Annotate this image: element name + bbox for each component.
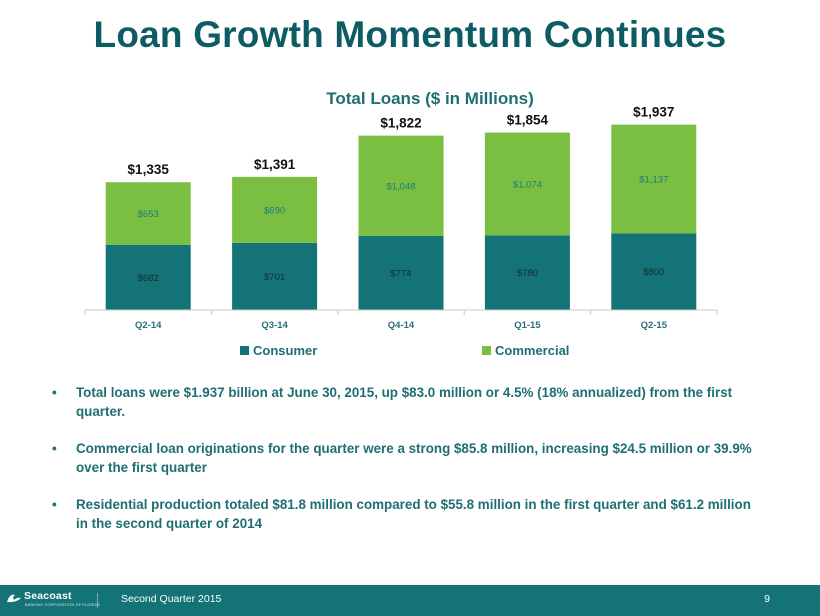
bar-consumer — [105, 244, 191, 310]
data-label-commercial: $653 — [138, 209, 159, 220]
stacked-bar-chart: Total Loans ($ in Millions) $682 $653 $1,33… — [84, 89, 718, 358]
bar-commercial — [105, 182, 191, 245]
legend-label-commercial: Commercial — [495, 343, 569, 358]
legend-label-consumer: Consumer — [253, 343, 317, 358]
legend-swatch-commercial — [482, 346, 491, 355]
bar-commercial — [232, 176, 318, 243]
data-label-consumer: $800 — [643, 267, 664, 278]
data-label-commercial: $690 — [264, 205, 285, 216]
footer-text: Second Quarter 2015 — [121, 593, 222, 605]
logo-name: Seacoast — [24, 590, 72, 602]
x-tick-label: Q2-15 — [641, 320, 668, 331]
bar-commercial — [358, 135, 444, 236]
x-tick-label: Q4-14 — [388, 320, 415, 331]
total-label: $1,335 — [128, 162, 170, 177]
data-label-commercial: $1,137 — [639, 175, 668, 186]
total-label: $1,391 — [254, 157, 296, 172]
data-label-commercial: $1,048 — [386, 181, 415, 192]
chart-title: Total Loans ($ in Millions) — [326, 89, 533, 108]
bar-consumer — [358, 235, 444, 310]
bar-consumer — [611, 233, 697, 310]
logo-subtitle: BANKING CORPORATION OF FLORIDA — [25, 603, 101, 607]
seacoast-logo: Seacoast BANKING CORPORATION OF FLORIDA — [6, 589, 100, 613]
bullet-item: Total loans were $1.937 billion at June … — [52, 383, 752, 421]
bar-commercial — [611, 124, 697, 234]
legend-swatch-consumer — [240, 346, 249, 355]
data-label-consumer: $780 — [517, 268, 538, 279]
bullet-list: Total loans were $1.937 billion at June … — [52, 383, 752, 551]
total-label: $1,822 — [380, 116, 421, 131]
data-label-consumer: $701 — [264, 272, 285, 283]
x-tick-label: Q3-14 — [261, 320, 288, 331]
bullet-item: Commercial loan originations for the qua… — [52, 439, 752, 477]
slide-title: Loan Growth Momentum Continues — [93, 14, 727, 55]
total-label: $1,854 — [507, 113, 549, 128]
x-tick-label: Q2-14 — [135, 320, 162, 331]
data-label-consumer: $774 — [390, 268, 411, 279]
bar-commercial — [484, 132, 570, 236]
data-label-consumer: $682 — [138, 273, 159, 284]
footer-bar: Seacoast BANKING CORPORATION OF FLORIDA … — [0, 585, 820, 616]
data-label-commercial: $1,074 — [513, 179, 542, 190]
wave-logo-icon — [7, 594, 21, 603]
footer-divider — [97, 593, 98, 608]
bar-consumer — [232, 242, 318, 310]
bullet-item: Residential production totaled $81.8 mil… — [52, 495, 752, 533]
bar-consumer — [484, 235, 570, 310]
page-number: 9 — [764, 593, 770, 605]
total-label: $1,937 — [633, 105, 674, 120]
x-tick-label: Q1-15 — [514, 320, 541, 331]
